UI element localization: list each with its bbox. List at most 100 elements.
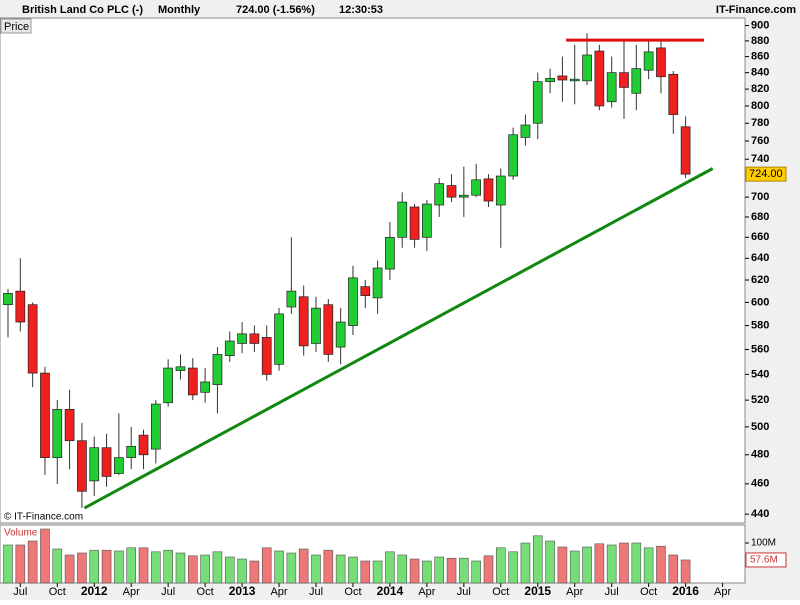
candle-body <box>138 434 149 456</box>
volume-bar <box>323 549 334 584</box>
volume-bar <box>680 559 691 584</box>
volume-bar <box>200 554 210 584</box>
candle-body <box>409 206 420 240</box>
y-tick-label: 760 <box>751 135 769 147</box>
volume-bar <box>360 560 371 584</box>
x-tick-label: Oct <box>344 586 361 598</box>
volume-bar <box>77 552 87 584</box>
volume-bar <box>385 551 395 584</box>
volume-bar <box>582 546 592 584</box>
candle-body <box>446 185 457 198</box>
candle-body <box>27 304 38 374</box>
candle-body <box>200 381 210 393</box>
candle-body <box>372 267 383 299</box>
volume-axis-label: Volume <box>4 528 38 539</box>
x-tick-label: Apr <box>418 586 435 598</box>
volume-bar <box>126 547 136 584</box>
volume-bar <box>151 551 161 584</box>
y-tick-label: 560 <box>751 343 769 355</box>
y-tick-label: 680 <box>751 211 769 223</box>
y-tick-label: 600 <box>751 296 769 308</box>
y-tick-label: 580 <box>751 319 769 331</box>
candle-body <box>101 447 112 477</box>
x-tick-label: Oct <box>197 586 214 598</box>
candle-body <box>545 78 555 83</box>
y-tick-label: 460 <box>751 478 769 490</box>
candle-body <box>594 50 605 107</box>
x-tick-label: Jul <box>161 586 175 598</box>
candle-body <box>569 78 580 82</box>
candle-body <box>483 178 494 202</box>
volume-bar <box>114 550 124 584</box>
volume-bar <box>15 544 26 584</box>
candle-body <box>495 175 506 206</box>
last-price-label: 724.00 <box>749 168 783 180</box>
candle-body <box>212 354 223 385</box>
candle-body <box>237 333 247 344</box>
candle-body <box>224 340 235 356</box>
volume-bar <box>89 549 100 584</box>
candle-body <box>175 366 186 371</box>
x-tick-label: 2013 <box>229 584 256 598</box>
candle-body <box>434 183 445 206</box>
volume-bar <box>163 549 173 584</box>
y-tick-label: 660 <box>751 231 769 243</box>
x-tick-label: 2012 <box>81 584 108 598</box>
candle-body <box>643 51 654 71</box>
candle-body <box>298 296 309 347</box>
volume-bar <box>298 548 309 584</box>
volume-bar <box>237 558 247 584</box>
volume-bar <box>631 542 642 584</box>
y-tick-label: 540 <box>751 368 769 380</box>
candle-body <box>458 194 469 198</box>
volume-bar <box>643 547 654 584</box>
volume-bar <box>311 554 321 584</box>
volume-bar <box>471 560 481 584</box>
x-tick-label: 2015 <box>524 584 551 598</box>
brand: IT-Finance.com <box>716 4 796 16</box>
volume-bar <box>495 547 506 584</box>
candle-body <box>311 307 321 344</box>
candle-body <box>323 304 334 355</box>
price-panel <box>0 17 746 524</box>
last-volume-box <box>745 552 787 568</box>
candle-body <box>77 440 87 492</box>
candle-body <box>422 203 432 238</box>
volume-bar <box>545 540 555 584</box>
volume-bar <box>138 547 149 584</box>
price-label-box <box>0 18 32 34</box>
volume-bar <box>3 544 13 584</box>
x-tick-label: 2016 <box>672 584 699 598</box>
x-tick-label: Apr <box>123 586 140 598</box>
y-tick-label: 880 <box>751 35 769 47</box>
candle-body <box>360 286 371 296</box>
candle-body <box>15 290 26 323</box>
candle-body <box>520 124 531 138</box>
candle-body <box>385 236 395 270</box>
y-tick-label: 740 <box>751 153 769 165</box>
x-tick-label: Jul <box>605 586 619 598</box>
volume-bar <box>286 552 297 584</box>
candle-body <box>187 367 198 396</box>
volume-bar <box>274 550 284 584</box>
trend-line <box>83 167 714 510</box>
volume-bar <box>261 547 272 584</box>
price-axis-label: Price <box>4 21 29 33</box>
volume-bar <box>249 560 260 584</box>
y-tick-label: 480 <box>751 449 769 461</box>
candle-body <box>249 333 260 344</box>
volume-bar <box>569 550 580 584</box>
title: British Land Co PLC (-) <box>22 4 143 16</box>
volume-bar <box>348 556 358 584</box>
volume-bar <box>532 535 543 584</box>
candle-body <box>150 403 161 450</box>
x-tick-label: Apr <box>566 586 583 598</box>
candle-body <box>606 72 617 103</box>
candle-body <box>274 313 284 365</box>
volume-bar <box>335 554 346 584</box>
x-tick-label: Oct <box>640 586 657 598</box>
candle-body <box>348 277 358 326</box>
x-tick-label: Jul <box>13 586 27 598</box>
volume-bar <box>101 549 112 584</box>
